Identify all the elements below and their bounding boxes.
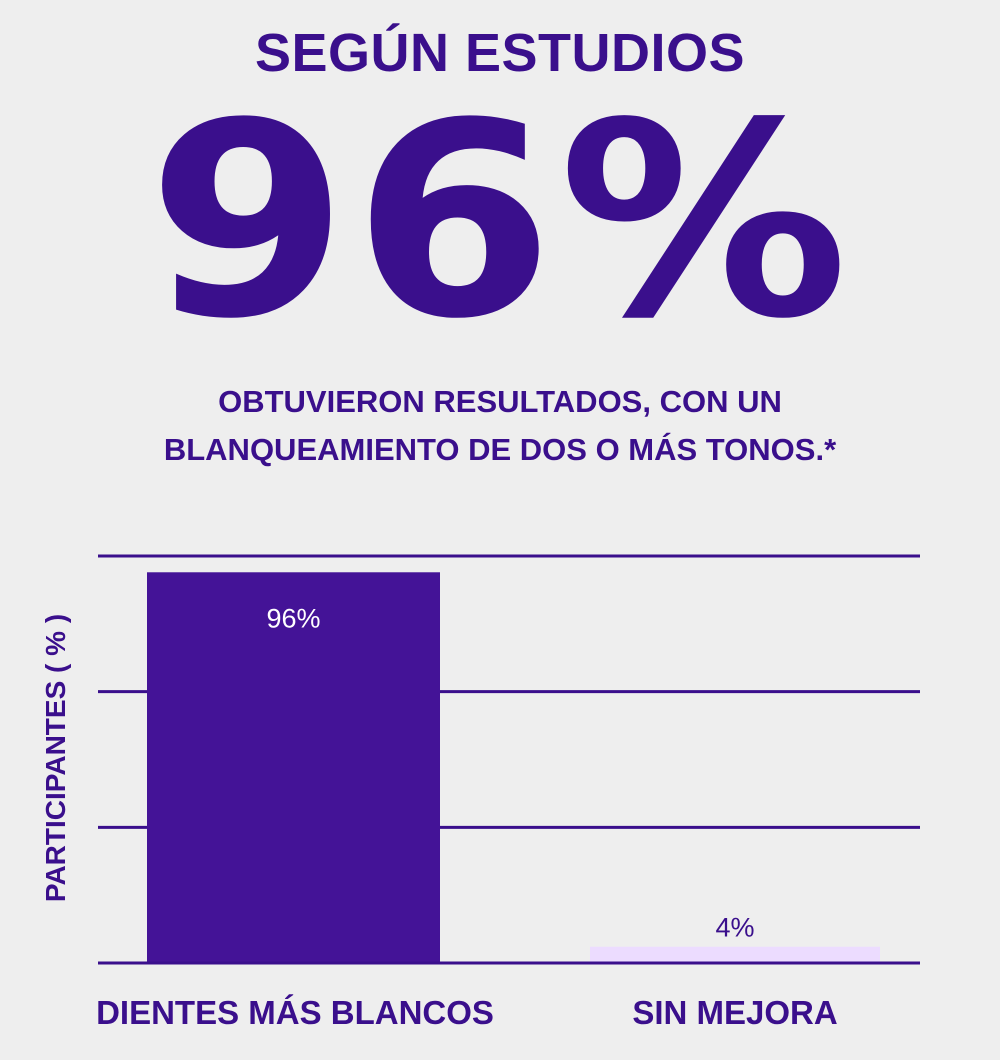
bar-1: [147, 572, 440, 963]
subtitle-line-2: BLANQUEAMIENTO DE DOS O MÁS TONOS.*: [163, 432, 837, 467]
bar-2: [590, 946, 880, 963]
subtitle: OBTUVIERON RESULTADOS, CON UN BLANQUEAMI…: [0, 378, 1000, 474]
subtitle-line-1: OBTUVIERON RESULTADOS, CON UN: [218, 384, 782, 419]
category-label-no-improvement: SIN MEJORA: [632, 994, 838, 1031]
data-label-1: 96%: [266, 603, 320, 633]
heading: SEGÚN ESTUDIOS: [254, 23, 746, 83]
data-label-2: 4%: [715, 913, 754, 943]
big-stat: 96%: [147, 66, 853, 378]
category-label-whiter-teeth: DIENTES MÁS BLANCOS: [96, 994, 494, 1031]
bar-chart: 96% 4%: [98, 554, 920, 965]
